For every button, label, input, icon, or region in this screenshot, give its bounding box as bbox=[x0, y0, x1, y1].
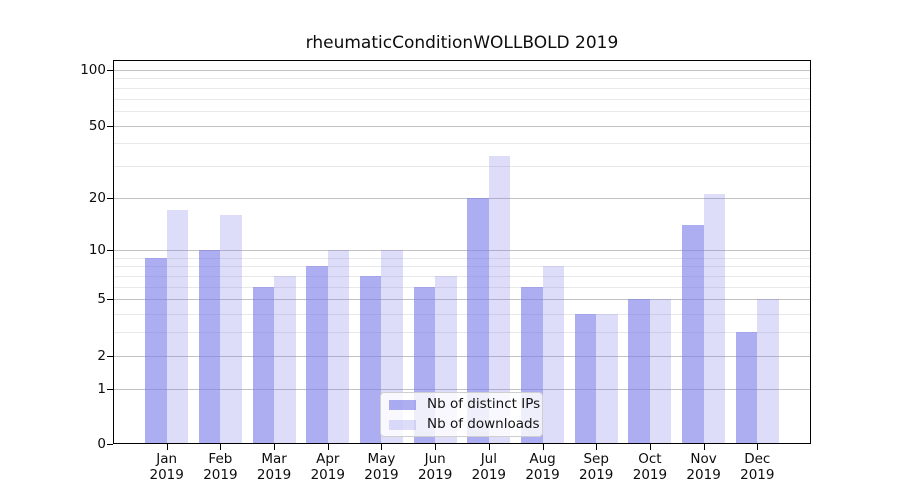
y-tick-label-50: 50 bbox=[88, 117, 106, 134]
bar-layer bbox=[113, 60, 811, 444]
y-tick-label-100: 100 bbox=[80, 62, 106, 79]
bar-distinct-ips-mar bbox=[252, 286, 275, 444]
x-tick-label-dec: Dec 2019 bbox=[740, 451, 775, 483]
y-tick-mark bbox=[107, 250, 113, 252]
x-tick-label-oct: Oct 2019 bbox=[632, 451, 668, 483]
legend: Nb of distinct IPs Nb of downloads bbox=[380, 392, 543, 437]
y-tick-mark bbox=[107, 70, 113, 72]
x-tick-mark bbox=[166, 444, 168, 450]
x-tick-mark bbox=[596, 444, 598, 450]
bar-distinct-ips-jan bbox=[145, 257, 167, 444]
bar-downloads-apr bbox=[327, 250, 350, 444]
bar-downloads-nov bbox=[703, 193, 726, 444]
x-tick-label-nov: Nov 2019 bbox=[686, 451, 721, 483]
gridline-minor bbox=[113, 314, 811, 316]
bar-distinct-ips-feb bbox=[198, 250, 221, 444]
y-tick-label-5: 5 bbox=[97, 291, 106, 308]
x-tick-label-jan: Jan 2019 bbox=[149, 451, 184, 483]
y-tick-label-20: 20 bbox=[88, 189, 106, 206]
bar-distinct-ips-nov bbox=[682, 224, 704, 444]
gridline-major bbox=[113, 70, 811, 72]
x-tick-mark bbox=[274, 444, 276, 450]
gridline-major bbox=[113, 250, 811, 252]
x-tick-mark bbox=[757, 444, 759, 450]
gridline-major bbox=[113, 355, 811, 357]
bar-downloads-jan bbox=[166, 210, 189, 444]
legend-item-distinct-ips: Nb of distinct IPs bbox=[389, 396, 540, 413]
bar-distinct-ips-apr bbox=[306, 266, 328, 444]
gridline-major bbox=[113, 197, 811, 199]
x-tick-label-jun: Jun 2019 bbox=[417, 451, 453, 483]
y-tick-mark bbox=[107, 197, 113, 199]
gridline-minor bbox=[113, 143, 811, 145]
legend-label-downloads: Nb of downloads bbox=[427, 416, 540, 432]
x-tick-label-jul: Jul 2019 bbox=[471, 451, 507, 483]
x-tick-label-sep: Sep 2019 bbox=[579, 451, 614, 483]
bar-distinct-ips-sep bbox=[574, 314, 597, 444]
legend-label-distinct-ips: Nb of distinct IPs bbox=[427, 396, 541, 412]
bar-distinct-ips-dec bbox=[735, 332, 758, 444]
x-tick-mark bbox=[649, 444, 651, 450]
bar-distinct-ips-may bbox=[359, 276, 382, 444]
legend-swatch-distinct-ips-icon bbox=[389, 399, 416, 410]
x-tick-mark bbox=[488, 444, 490, 450]
chart-title: rheumaticConditionWOLLBOLD 2019 bbox=[305, 33, 619, 53]
legend-swatch-downloads-icon bbox=[389, 419, 416, 430]
bar-distinct-ips-oct bbox=[628, 299, 650, 444]
x-tick-label-may: May 2019 bbox=[364, 451, 399, 483]
plot-area: Nb of distinct IPs Nb of downloads bbox=[113, 60, 811, 444]
gridline-minor bbox=[113, 98, 811, 100]
gridline-minor bbox=[113, 332, 811, 334]
gridline-major bbox=[113, 299, 811, 301]
gridline-minor bbox=[113, 110, 811, 112]
x-tick-label-mar: Mar 2019 bbox=[256, 451, 292, 483]
y-tick-mark bbox=[107, 299, 113, 301]
bar-downloads-jul bbox=[488, 156, 511, 444]
x-tick-mark bbox=[435, 444, 437, 450]
bar-distinct-ips-jul bbox=[467, 197, 489, 444]
gridline-minor bbox=[113, 276, 811, 278]
y-tick-label-10: 10 bbox=[88, 242, 106, 259]
legend-item-downloads: Nb of downloads bbox=[389, 416, 540, 433]
x-tick-mark bbox=[220, 444, 222, 450]
gridline-major bbox=[113, 388, 811, 390]
bar-downloads-oct bbox=[649, 299, 672, 444]
gridline-minor bbox=[113, 266, 811, 268]
x-tick-label-feb: Feb 2019 bbox=[203, 451, 238, 483]
x-tick-mark bbox=[542, 444, 544, 450]
y-tick-label-1: 1 bbox=[97, 380, 106, 397]
x-tick-label-aug: Aug 2019 bbox=[525, 451, 560, 483]
gridline-minor bbox=[113, 78, 811, 80]
y-tick-mark bbox=[107, 125, 113, 127]
x-tick-mark bbox=[327, 444, 329, 450]
x-tick-mark bbox=[381, 444, 383, 450]
gridline-minor bbox=[113, 286, 811, 288]
bar-downloads-mar bbox=[274, 276, 296, 444]
y-tick-label-2: 2 bbox=[97, 347, 106, 364]
gridline-minor bbox=[113, 87, 811, 89]
y-tick-mark bbox=[107, 444, 113, 445]
x-tick-mark bbox=[703, 444, 705, 450]
y-tick-mark bbox=[107, 355, 113, 357]
gridline-major bbox=[113, 125, 811, 127]
y-tick-mark bbox=[107, 388, 113, 390]
gridline-minor bbox=[113, 257, 811, 259]
bar-downloads-dec bbox=[757, 299, 779, 444]
grid-layer bbox=[113, 60, 811, 444]
gridline-minor bbox=[113, 165, 811, 167]
bar-downloads-aug bbox=[542, 266, 564, 444]
x-tick-label-apr: Apr 2019 bbox=[310, 451, 345, 483]
bar-downloads-sep bbox=[596, 314, 618, 444]
bar-downloads-feb bbox=[220, 214, 242, 444]
y-tick-label-0: 0 bbox=[97, 436, 106, 452]
